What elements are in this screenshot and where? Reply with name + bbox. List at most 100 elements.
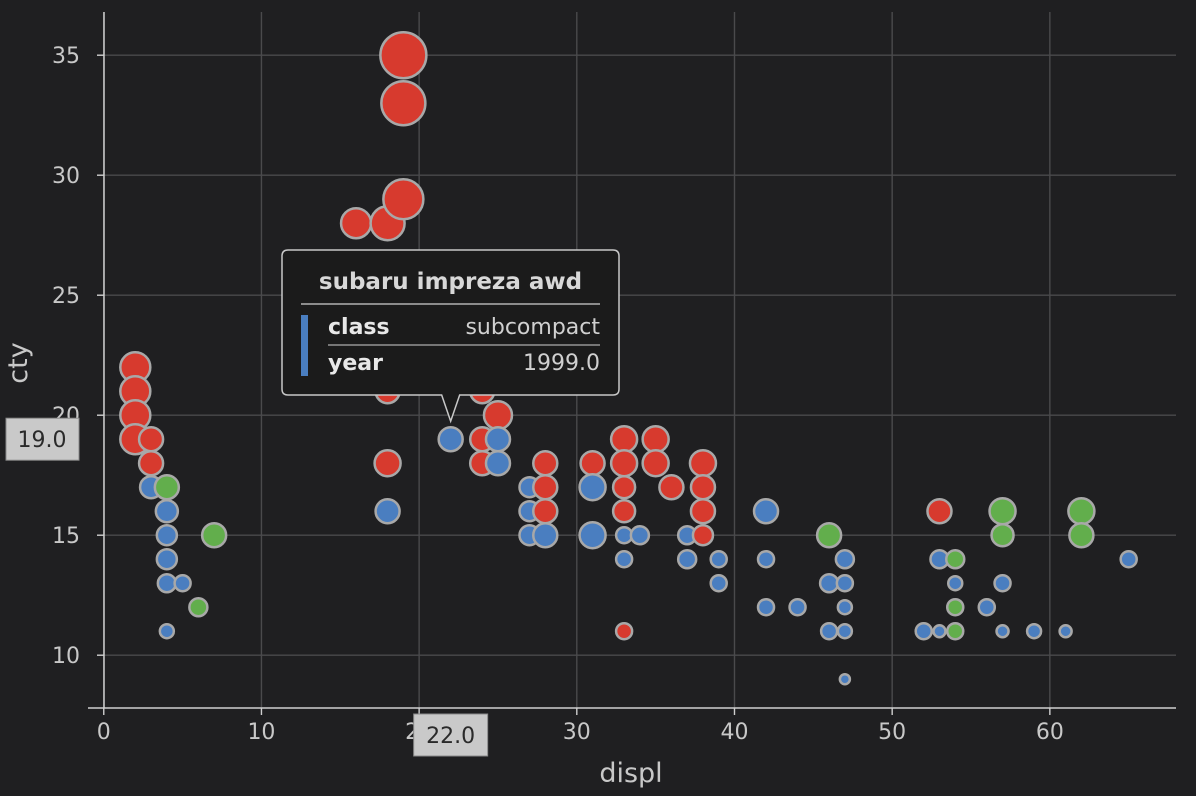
x-tick-label: 10	[247, 720, 275, 745]
scatter-point[interactable]	[752, 497, 780, 525]
scatter-point[interactable]	[382, 177, 425, 221]
scatter-point[interactable]	[914, 621, 933, 641]
scatter-point[interactable]	[532, 521, 559, 549]
scatter-point[interactable]	[944, 548, 966, 570]
scatter-point[interactable]	[836, 598, 854, 616]
scatter-point[interactable]	[579, 449, 606, 477]
scatter-point[interactable]	[1068, 521, 1095, 549]
scatter-point[interactable]	[379, 30, 428, 80]
scatter-point[interactable]	[1025, 622, 1043, 640]
scatter-point[interactable]	[484, 449, 512, 477]
scatter-point[interactable]	[688, 448, 718, 478]
scatter-point[interactable]	[188, 596, 209, 618]
scatter-point[interactable]	[977, 597, 997, 617]
crosshair-x-label: 22.0	[413, 713, 489, 757]
scatter-point[interactable]	[689, 497, 717, 525]
scatter-point[interactable]	[1067, 496, 1096, 526]
x-tick-label: 30	[563, 720, 591, 745]
scatter-point[interactable]	[482, 399, 514, 431]
scatter-point[interactable]	[155, 523, 179, 547]
scatter-point[interactable]	[137, 425, 165, 453]
tooltip-value-year: 1999.0	[523, 351, 600, 376]
scatter-point[interactable]	[578, 472, 607, 502]
scatter-point[interactable]	[200, 521, 228, 549]
scatter-point[interactable]	[437, 425, 464, 453]
scatter-point[interactable]	[373, 448, 402, 478]
scatter-point[interactable]	[339, 206, 373, 240]
scatter-point[interactable]	[641, 424, 670, 454]
scatter-point[interactable]	[532, 497, 559, 525]
scatter-point[interactable]	[153, 473, 181, 501]
scatter-point[interactable]	[836, 622, 854, 640]
scatter-point[interactable]	[932, 623, 947, 639]
scatter-point[interactable]	[945, 621, 965, 641]
scatter-point[interactable]	[578, 520, 607, 550]
scatter-point[interactable]	[838, 672, 852, 686]
scatter-point[interactable]	[990, 522, 1015, 548]
crosshair-x-value: 22.0	[426, 724, 475, 749]
crosshair-y-label: 19.0	[5, 417, 80, 461]
scatter-point[interactable]	[658, 473, 685, 501]
scatter-point[interactable]	[154, 498, 180, 524]
scatter-point[interactable]	[756, 597, 776, 617]
scatter-point[interactable]	[691, 523, 715, 547]
scatter-point[interactable]	[532, 449, 559, 477]
scatter-point[interactable]	[709, 573, 728, 593]
axes	[88, 12, 1176, 709]
scatter-point[interactable]	[819, 621, 839, 641]
crosshair-y-value: 19.0	[18, 428, 67, 453]
scatter-point[interactable]	[1058, 623, 1073, 639]
scatter-point[interactable]	[158, 622, 176, 640]
scatter-point[interactable]	[609, 424, 639, 454]
scatter-point[interactable]	[155, 547, 179, 571]
scatter-point[interactable]	[380, 79, 427, 127]
scatter-point[interactable]	[609, 448, 639, 478]
scatter-point[interactable]	[614, 621, 634, 641]
tooltip-value-class: subcompact	[465, 315, 600, 340]
scatter-point[interactable]	[614, 549, 634, 569]
tooltip-color-swatch	[301, 315, 308, 376]
y-tick-label: 15	[52, 524, 80, 549]
grid-lines	[103, 12, 1176, 708]
scatter-point[interactable]	[995, 623, 1010, 639]
scatter-point[interactable]	[788, 597, 807, 617]
scatter-point[interactable]	[641, 448, 670, 478]
scatter-point[interactable]	[946, 574, 964, 592]
y-tick-label: 10	[52, 644, 80, 669]
scatter-point[interactable]	[173, 573, 192, 593]
y-tick-label: 35	[52, 44, 80, 69]
x-tick-label: 60	[1036, 720, 1064, 745]
scatter-point[interactable]	[629, 524, 651, 546]
scatter-point[interactable]	[676, 548, 698, 570]
y-axis-title: cty	[3, 342, 34, 383]
scatter-point[interactable]	[374, 497, 401, 525]
data-points[interactable]	[119, 30, 1138, 686]
scatter-point[interactable]	[156, 572, 178, 594]
scatter-point[interactable]	[815, 521, 843, 549]
tooltip-key-year: year	[328, 351, 383, 376]
scatter-point[interactable]	[137, 449, 165, 477]
scatter-point[interactable]	[835, 573, 855, 593]
scatter-point[interactable]	[993, 573, 1012, 593]
scatter-point[interactable]	[834, 548, 856, 570]
scatter-point[interactable]	[689, 473, 717, 501]
scatter-point[interactable]	[926, 497, 953, 525]
scatter-point[interactable]	[1119, 549, 1138, 569]
scatter-point[interactable]	[818, 572, 840, 594]
scatter-point[interactable]	[611, 474, 637, 500]
scatter-point[interactable]	[988, 496, 1017, 526]
y-tick-label: 30	[52, 164, 80, 189]
tooltip-key-class: class	[328, 315, 390, 340]
scatter-point[interactable]	[756, 549, 776, 569]
tooltip: subaru impreza awd class subcompact year…	[281, 249, 620, 424]
scatter-point[interactable]	[709, 549, 728, 569]
scatter-point[interactable]	[945, 597, 965, 617]
scatter-point[interactable]	[611, 498, 637, 524]
scatter-point[interactable]	[484, 425, 512, 453]
x-tick-label: 0	[97, 720, 111, 745]
y-tick-label: 25	[52, 284, 80, 309]
tooltip-title: subaru impreza awd	[319, 269, 582, 295]
x-tick-label: 40	[720, 720, 748, 745]
scatter-point[interactable]	[532, 473, 559, 501]
